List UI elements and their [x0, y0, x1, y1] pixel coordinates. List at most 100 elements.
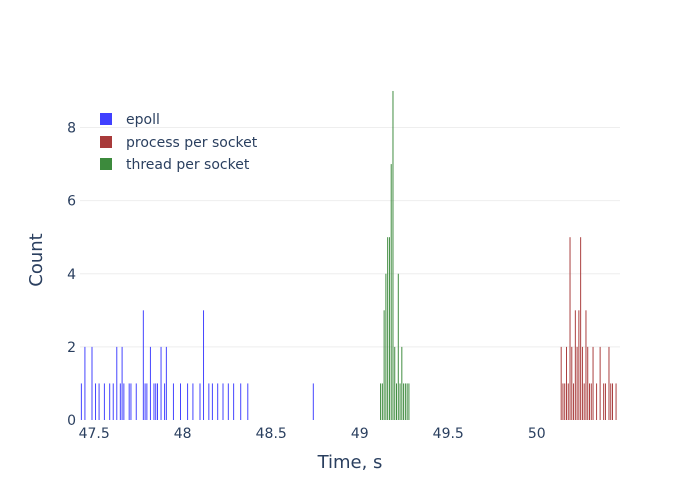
x-tick-label: 47.5	[79, 426, 110, 442]
bar	[599, 346, 601, 420]
bar	[116, 346, 118, 420]
bar	[604, 383, 606, 420]
bar	[401, 346, 403, 420]
y-axis-ticks: 0 2 4 6 8	[67, 121, 76, 429]
legend-swatch-epoll	[100, 113, 112, 125]
bar	[155, 383, 157, 420]
grid-lines	[80, 127, 620, 348]
bar	[164, 383, 166, 420]
bar	[576, 346, 578, 420]
x-tick-label: 49.5	[433, 426, 464, 442]
bar	[399, 383, 401, 420]
legend-item-thread-per-socket[interactable]: thread per socket	[100, 157, 250, 173]
bar	[573, 383, 575, 420]
bar	[394, 346, 396, 420]
bar	[109, 383, 111, 420]
bar	[130, 383, 132, 420]
bar	[587, 346, 589, 420]
legend-label-thread-per-socket: thread per socket	[126, 157, 250, 173]
legend-label-epoll: epoll	[126, 112, 160, 128]
y-tick-label: 0	[67, 413, 76, 429]
bar	[571, 346, 573, 420]
bar	[603, 383, 605, 420]
bar	[160, 346, 162, 420]
bar	[144, 383, 146, 420]
bar	[578, 310, 580, 420]
bar	[580, 237, 582, 420]
legend-item-process-per-socket[interactable]: process per socket	[100, 135, 258, 151]
bar	[227, 383, 229, 420]
bar	[203, 310, 205, 420]
bar	[388, 237, 390, 420]
bar	[408, 383, 410, 420]
bar	[397, 273, 399, 420]
legend[interactable]: epoll process per socket thread per sock…	[100, 112, 258, 173]
y-axis-title: Count	[26, 233, 47, 286]
y-tick-label: 8	[67, 121, 76, 137]
bar	[180, 383, 181, 420]
bar	[123, 383, 125, 420]
bar	[560, 346, 562, 420]
x-tick-label: 49	[351, 426, 369, 442]
bar	[566, 346, 567, 420]
bar	[187, 383, 189, 420]
bar	[569, 237, 571, 420]
bar	[112, 383, 114, 420]
bar	[217, 383, 219, 420]
x-tick-label: 50	[528, 426, 546, 442]
bar	[121, 346, 123, 420]
bar	[562, 383, 564, 420]
bar	[589, 383, 590, 420]
bar	[381, 383, 383, 420]
bar	[610, 383, 612, 420]
bar	[585, 310, 587, 420]
bar	[590, 383, 592, 420]
x-axis-title: Time, s	[317, 452, 383, 473]
bar	[247, 383, 249, 420]
bar	[95, 383, 97, 420]
bar	[172, 383, 174, 420]
bar	[98, 383, 100, 420]
bar	[612, 383, 613, 420]
bar	[91, 346, 93, 420]
bar	[211, 383, 213, 420]
bar	[157, 383, 158, 420]
bar	[567, 383, 569, 420]
bar	[128, 383, 130, 420]
bar	[165, 346, 167, 420]
x-axis-ticks: 47.5 48 48.5 49 49.5 50	[79, 426, 546, 442]
bar	[84, 346, 86, 420]
bar	[149, 346, 151, 420]
series-thread-per-socket	[380, 90, 410, 420]
bar	[240, 383, 242, 420]
bar	[608, 346, 610, 420]
legend-item-epoll[interactable]: epoll	[100, 112, 160, 128]
legend-swatch-thread-per-socket	[100, 158, 112, 170]
bar	[574, 310, 576, 420]
bar	[406, 383, 408, 420]
bar	[222, 383, 224, 420]
legend-swatch-process-per-socket	[100, 136, 112, 148]
bar	[581, 346, 583, 420]
x-tick-label: 48.5	[256, 426, 287, 442]
bar	[119, 383, 121, 420]
bar	[387, 237, 389, 420]
bar	[103, 383, 105, 420]
bar	[199, 383, 201, 420]
bar	[312, 383, 314, 420]
bar	[192, 383, 194, 420]
bar	[583, 383, 585, 420]
bar	[380, 383, 382, 420]
bar	[80, 383, 82, 420]
bar	[404, 383, 406, 420]
y-tick-label: 6	[67, 194, 76, 210]
bar	[142, 310, 144, 420]
bar	[146, 383, 148, 420]
legend-label-process-per-socket: process per socket	[126, 135, 258, 151]
series-process-per-socket	[560, 237, 617, 420]
bar	[153, 383, 155, 420]
bar	[208, 383, 210, 420]
bar	[385, 273, 387, 420]
bar	[615, 383, 617, 420]
